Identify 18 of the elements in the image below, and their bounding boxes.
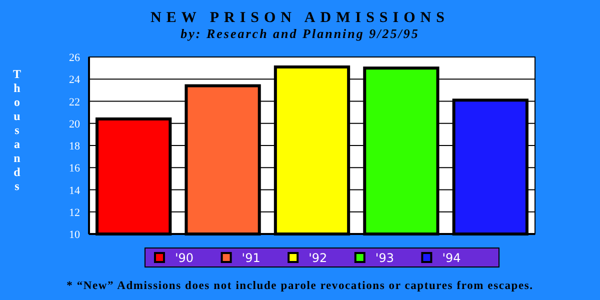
legend-label: '94 <box>442 251 461 265</box>
legend-label: '92 <box>308 251 328 265</box>
y-tick-label: 14 <box>69 184 80 197</box>
chart-title: NEW PRISON ADMISSIONS <box>150 10 450 26</box>
y-tick-label: 18 <box>69 140 80 152</box>
y-tick-label: 20 <box>69 118 80 130</box>
legend-label: '91 <box>242 251 260 265</box>
legend-label: '90 <box>175 251 194 265</box>
text: * “New” Admissions does not include parole revocations or captures from escapes. <box>66 280 534 292</box>
y-tick-label: 16 <box>69 162 80 175</box>
y-tick-label: 12 <box>69 206 80 219</box>
y-tick-label: 26 <box>69 52 80 64</box>
y-tick-label: 24 <box>69 74 80 86</box>
chart-subtitle: by: Research and Planning 9/25/95 <box>180 26 420 41</box>
text: Thousands <box>12 67 22 193</box>
legend-label: '93 <box>375 251 394 265</box>
y-tick-label: 10 <box>69 229 80 241</box>
y-tick-label: 22 <box>69 96 80 108</box>
